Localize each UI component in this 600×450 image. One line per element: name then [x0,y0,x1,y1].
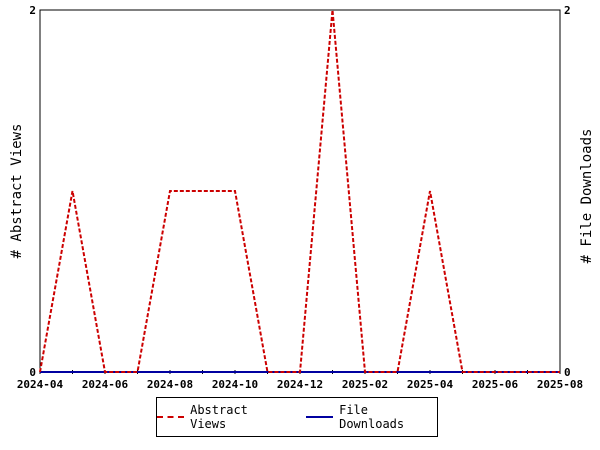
legend-item-file-downloads: File Downloads [306,403,437,431]
x-tick-label: 2024-06 [82,378,129,391]
x-tick-label: 2025-08 [537,378,583,391]
y-axis-left-title: # Abstract Views [9,124,25,259]
legend-label-file-downloads: File Downloads [339,403,405,431]
plot-border [39,9,561,373]
x-tick-label: 2025-06 [472,378,519,391]
legend: Abstract Views File Downloads [156,397,438,437]
x-tick-label: 2024-10 [212,378,258,391]
legend-swatch-abstract-views [157,416,185,418]
legend-swatch-file-downloads [306,416,334,418]
legend-label-abstract-views: Abstract Views [190,403,248,431]
y-right-tick-label: 2 [564,4,571,17]
series-layer [39,9,560,373]
y-axis-right-title: # File Downloads [579,129,595,264]
x-tick-label: 2024-12 [277,378,323,391]
x-tick-label: 2025-04 [407,378,454,391]
x-tick-label: 2024-04 [17,378,64,391]
y-left-tick-label: 0 [29,366,36,379]
series-line-abstract-views [39,9,560,373]
x-axis-ticks: 2024-04 2024-06 2024-08 2024-10 2024-12 2025-… [17,370,583,391]
x-tick-label: 2024-08 [147,378,193,391]
y-right-tick-label: 0 [564,366,571,379]
x-tick-label: 2025-02 [342,378,388,391]
y-axis-ticks: 0 0 2 2 [29,4,570,379]
plot-frame [39,9,561,373]
y-left-tick-label: 2 [29,4,36,17]
legend-item-abstract-views: Abstract Views [157,403,288,431]
